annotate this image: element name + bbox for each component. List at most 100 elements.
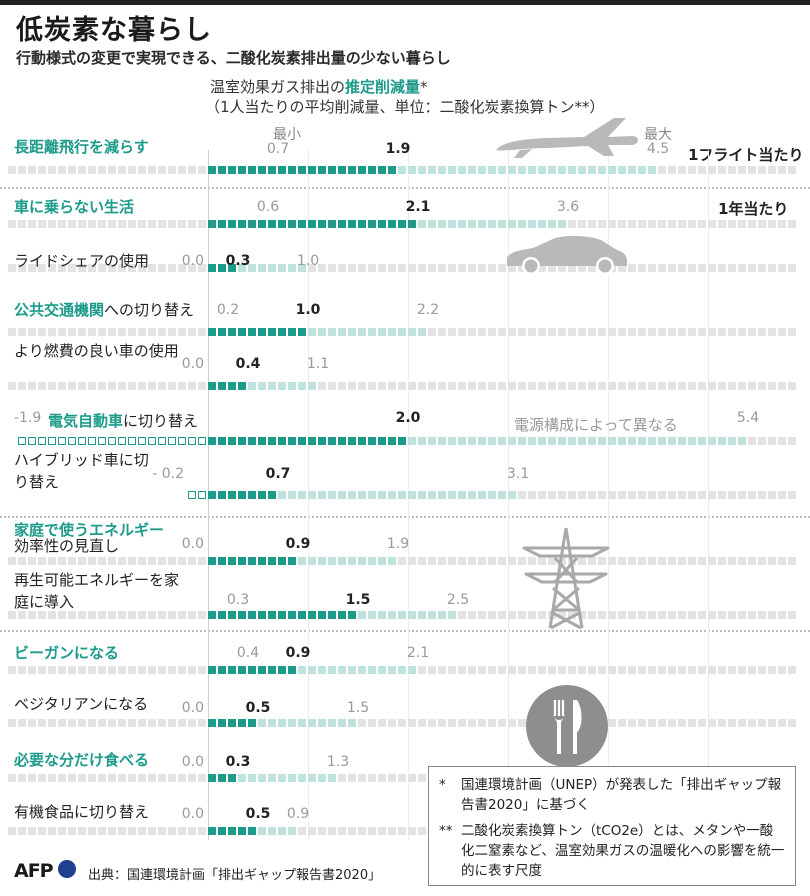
bar-segment xyxy=(408,719,416,727)
bar-segment xyxy=(628,491,636,499)
top-rule xyxy=(0,0,810,5)
bar-segment xyxy=(128,611,136,619)
bar-segment xyxy=(578,264,586,272)
bar-segment xyxy=(388,719,396,727)
bar-segment xyxy=(298,491,306,499)
bar-segment xyxy=(218,382,226,390)
bar-segment xyxy=(788,220,796,228)
bar-segment xyxy=(728,666,736,674)
bar-segment xyxy=(528,491,536,499)
bar-segment xyxy=(658,264,666,272)
bar-segment xyxy=(218,491,226,499)
bar-segment xyxy=(648,220,656,228)
bar-segment xyxy=(168,666,176,674)
bar-segment xyxy=(228,557,236,565)
bar-segment xyxy=(388,166,396,174)
bar-segment xyxy=(378,220,386,228)
bar-segment xyxy=(718,382,726,390)
bar-segment xyxy=(138,437,146,445)
bar-segment xyxy=(58,166,66,174)
bar-segment xyxy=(698,719,706,727)
bar-segment xyxy=(218,264,226,272)
bar-segment xyxy=(478,382,486,390)
bar-segment xyxy=(88,264,96,272)
page-subtitle: 行動様式の変更で実現できる、二酸化炭素排出量の少ない暮らし xyxy=(16,49,451,67)
bar-segment xyxy=(178,437,186,445)
bar-segment xyxy=(138,719,146,727)
bar-segment xyxy=(398,437,406,445)
bar-segment xyxy=(268,611,276,619)
bar-segment xyxy=(648,437,656,445)
max-value-vegan: 2.1 xyxy=(406,645,430,661)
bar-segment xyxy=(308,557,316,565)
bar-segment xyxy=(488,166,496,174)
bar-segment xyxy=(618,264,626,272)
bar-segment xyxy=(348,774,356,782)
bar-segment xyxy=(188,491,196,499)
bar-efficient-car xyxy=(8,382,796,390)
bar-segment xyxy=(528,557,536,565)
bar-segment xyxy=(98,382,106,390)
bar-segment xyxy=(28,611,36,619)
min-label: 最小 xyxy=(273,127,301,143)
bar-segment xyxy=(618,491,626,499)
bar-segment xyxy=(318,220,326,228)
bar-segment xyxy=(288,264,296,272)
bar-segment xyxy=(438,166,446,174)
bar-segment xyxy=(488,719,496,727)
bar-segment xyxy=(398,491,406,499)
bar-segment xyxy=(678,264,686,272)
bar-segment xyxy=(458,166,466,174)
bar-segment xyxy=(38,166,46,174)
bar-segment xyxy=(68,774,76,782)
bar-segment xyxy=(48,827,56,835)
bar-segment xyxy=(678,719,686,727)
bar-segment xyxy=(368,719,376,727)
bar-segment xyxy=(348,264,356,272)
bar-segment xyxy=(268,491,276,499)
bar-segment xyxy=(378,827,386,835)
bar-segment xyxy=(98,719,106,727)
bar-segment xyxy=(638,719,646,727)
min-value-renewable: 0.3 xyxy=(226,592,250,608)
bar-segment xyxy=(748,382,756,390)
bar-segment xyxy=(108,666,116,674)
bar-segment xyxy=(528,437,536,445)
mid-value-vegan: 0.9 xyxy=(285,645,311,661)
bar-segment xyxy=(588,611,596,619)
bar-segment xyxy=(578,328,586,336)
bar-segment xyxy=(768,491,776,499)
bar-segment xyxy=(278,557,286,565)
bar-segment xyxy=(308,328,316,336)
bar-segment xyxy=(438,719,446,727)
bar-segment xyxy=(438,611,446,619)
bar-segment xyxy=(128,328,136,336)
bar-segment xyxy=(698,611,706,619)
bar-segment xyxy=(378,557,386,565)
bar-segment xyxy=(598,328,606,336)
bar-segment xyxy=(698,437,706,445)
bar-segment xyxy=(238,264,246,272)
bar-segment xyxy=(388,491,396,499)
bar-segment xyxy=(258,166,266,174)
bar-segment xyxy=(318,166,326,174)
bar-segment xyxy=(248,666,256,674)
mid-value-ev: 2.0 xyxy=(395,410,421,426)
bar-segment xyxy=(658,382,666,390)
bar-segment xyxy=(548,328,556,336)
mid-value-eat-needed: 0.3 xyxy=(225,754,251,770)
bar-segment xyxy=(448,719,456,727)
bar-segment xyxy=(18,166,26,174)
bar-segment xyxy=(18,220,26,228)
bar-segment xyxy=(638,264,646,272)
bar-segment xyxy=(768,382,776,390)
bar-segment xyxy=(118,220,126,228)
note2-mark: ** xyxy=(439,823,453,839)
bar-segment xyxy=(268,719,276,727)
bar-segment xyxy=(738,557,746,565)
bar-segment xyxy=(298,382,306,390)
bar-segment xyxy=(8,328,16,336)
bar-segment xyxy=(628,264,636,272)
bar-segment xyxy=(718,264,726,272)
bar-segment xyxy=(218,827,226,835)
